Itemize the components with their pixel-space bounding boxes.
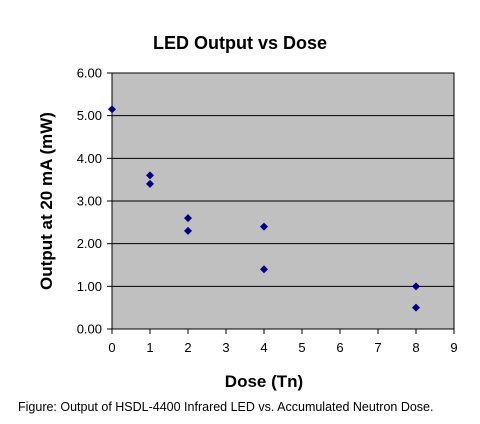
data-point-1 [146,171,154,180]
x-tick-label: 3 [222,340,229,355]
y-tick-label: 4.00 [77,151,102,166]
y-tick-label: 0.00 [77,322,102,337]
y-tick-label: 2.00 [77,236,102,251]
x-tick-label: 7 [374,340,381,355]
y-tick-label: 6.00 [77,66,102,81]
data-point-5 [260,222,268,231]
y-tick-label: 3.00 [77,194,102,209]
data-point-7 [412,282,420,291]
y-tick-labels: 0.00 1.00 2.00 3.00 4.00 5.00 6.00 [77,66,112,337]
x-tick-label: 2 [184,340,191,355]
x-tick-label: 4 [260,340,267,355]
data-point-2 [146,179,154,188]
scatter-chart: LED Output vs Dose 0.00 1.00 2.00 3.00 4.00 5… [37,33,458,391]
x-tick-label: 5 [298,340,305,355]
figure-caption: Figure: Output of HSDL-4400 Infrared LED… [18,400,434,414]
data-point-3 [184,214,192,223]
x-tick-label: 6 [336,340,343,355]
y-axis-label: Output at 20 mA (mW) [37,112,56,290]
x-tick-label: 8 [412,340,419,355]
x-tick-labels: 0 1 2 3 4 5 6 7 8 9 [108,329,458,355]
data-points [108,105,420,312]
grid-lines [112,115,454,287]
y-tick-label: 5.00 [77,108,102,123]
data-point-6 [260,265,268,274]
x-tick-label: 0 [108,340,115,355]
x-axis-label: Dose (Tn) [225,372,303,391]
data-point-0 [108,105,116,114]
data-point-4 [184,226,192,235]
x-tick-label: 9 [450,340,457,355]
x-tick-label: 1 [146,340,153,355]
data-point-8 [412,303,420,312]
chart-title: LED Output vs Dose [153,33,327,53]
y-tick-label: 1.00 [77,279,102,294]
